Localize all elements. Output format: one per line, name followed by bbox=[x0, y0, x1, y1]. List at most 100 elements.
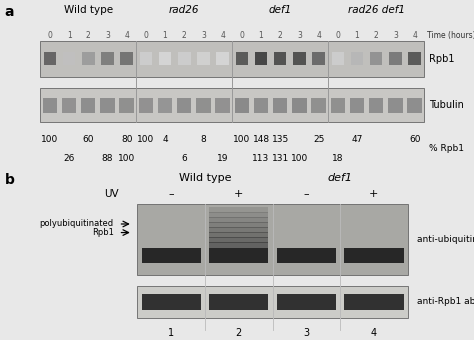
Bar bbox=[344, 248, 403, 262]
Text: 19: 19 bbox=[217, 154, 228, 163]
Text: 60: 60 bbox=[409, 135, 420, 144]
Bar bbox=[101, 52, 114, 65]
Bar bbox=[120, 52, 133, 65]
Bar bbox=[139, 98, 153, 113]
Bar bbox=[209, 217, 268, 223]
Text: 0: 0 bbox=[239, 31, 244, 39]
Bar bbox=[331, 98, 345, 113]
Text: rad26 def1: rad26 def1 bbox=[348, 5, 405, 15]
Text: 3: 3 bbox=[201, 31, 206, 39]
Bar bbox=[312, 52, 325, 65]
Text: 100: 100 bbox=[41, 135, 58, 144]
Text: Wild type: Wild type bbox=[179, 173, 231, 183]
Text: +: + bbox=[234, 189, 244, 199]
Bar bbox=[209, 248, 268, 262]
Text: 148: 148 bbox=[253, 135, 270, 144]
Text: –: – bbox=[168, 189, 174, 199]
Bar bbox=[217, 52, 229, 65]
Bar bbox=[255, 52, 267, 65]
Text: 3: 3 bbox=[393, 31, 398, 39]
Bar bbox=[332, 52, 344, 65]
Bar bbox=[209, 237, 268, 243]
Bar bbox=[43, 98, 57, 113]
Bar bbox=[140, 52, 152, 65]
Text: 100: 100 bbox=[137, 135, 155, 144]
Text: 100: 100 bbox=[118, 154, 135, 163]
Text: 3: 3 bbox=[105, 31, 110, 39]
Bar bbox=[119, 98, 134, 113]
Bar bbox=[209, 294, 268, 310]
Bar bbox=[40, 41, 424, 76]
Text: 80: 80 bbox=[121, 135, 132, 144]
Bar bbox=[40, 88, 424, 122]
Bar bbox=[81, 98, 95, 113]
Text: % Rpb1: % Rpb1 bbox=[429, 144, 464, 153]
Text: 131: 131 bbox=[272, 154, 289, 163]
Bar bbox=[209, 232, 268, 238]
Text: def1: def1 bbox=[328, 173, 353, 183]
Text: 4: 4 bbox=[220, 31, 225, 39]
Text: –: – bbox=[303, 189, 309, 199]
Text: 4: 4 bbox=[412, 31, 417, 39]
Text: anti-ubiquitin ab: anti-ubiquitin ab bbox=[417, 235, 474, 244]
Bar bbox=[292, 98, 307, 113]
Text: Rpb1: Rpb1 bbox=[92, 228, 114, 237]
Bar bbox=[350, 98, 364, 113]
Text: 0: 0 bbox=[47, 31, 52, 39]
Bar bbox=[344, 294, 403, 310]
Text: 2: 2 bbox=[374, 31, 379, 39]
Bar bbox=[159, 52, 171, 65]
Text: polyubiquitinated: polyubiquitinated bbox=[40, 220, 114, 228]
Text: b: b bbox=[5, 173, 15, 187]
Bar bbox=[209, 222, 268, 228]
Bar bbox=[273, 98, 287, 113]
Bar bbox=[142, 248, 201, 262]
Bar bbox=[351, 52, 363, 65]
Text: 25: 25 bbox=[313, 135, 324, 144]
Bar bbox=[209, 227, 268, 233]
Text: 0: 0 bbox=[336, 31, 340, 39]
Text: 3: 3 bbox=[297, 31, 302, 39]
Bar bbox=[274, 52, 286, 65]
Bar bbox=[254, 98, 268, 113]
Text: 2: 2 bbox=[278, 31, 283, 39]
Bar bbox=[235, 98, 249, 113]
Text: 1: 1 bbox=[67, 31, 72, 39]
Text: 4: 4 bbox=[162, 135, 168, 144]
Text: 6: 6 bbox=[182, 154, 187, 163]
Text: 4: 4 bbox=[124, 31, 129, 39]
Text: 100: 100 bbox=[233, 135, 250, 144]
Text: UV: UV bbox=[104, 189, 118, 199]
Bar bbox=[196, 98, 210, 113]
Text: 4: 4 bbox=[316, 31, 321, 39]
Bar bbox=[62, 98, 76, 113]
Text: 4: 4 bbox=[371, 328, 377, 338]
Bar bbox=[216, 98, 230, 113]
Text: Tubulin: Tubulin bbox=[429, 100, 464, 110]
Text: 135: 135 bbox=[272, 135, 289, 144]
Bar bbox=[197, 52, 210, 65]
Bar bbox=[389, 52, 401, 65]
Text: 1: 1 bbox=[163, 31, 167, 39]
Text: 3: 3 bbox=[303, 328, 310, 338]
Bar bbox=[63, 52, 75, 65]
Text: 0: 0 bbox=[144, 31, 148, 39]
Bar bbox=[158, 98, 172, 113]
Bar bbox=[369, 98, 383, 113]
Text: +: + bbox=[369, 189, 379, 199]
Bar bbox=[177, 98, 191, 113]
Bar bbox=[178, 52, 191, 65]
Text: Time (hours): Time (hours) bbox=[427, 31, 474, 39]
Bar bbox=[236, 52, 248, 65]
Text: a: a bbox=[5, 5, 14, 19]
Text: 60: 60 bbox=[82, 135, 94, 144]
Text: Wild type: Wild type bbox=[64, 5, 113, 15]
Text: 100: 100 bbox=[291, 154, 308, 163]
Bar bbox=[293, 52, 306, 65]
Text: 2: 2 bbox=[182, 31, 187, 39]
Bar bbox=[388, 98, 402, 113]
Text: 26: 26 bbox=[64, 154, 75, 163]
Bar bbox=[137, 204, 408, 275]
Text: def1: def1 bbox=[269, 5, 292, 15]
Bar bbox=[209, 207, 268, 212]
